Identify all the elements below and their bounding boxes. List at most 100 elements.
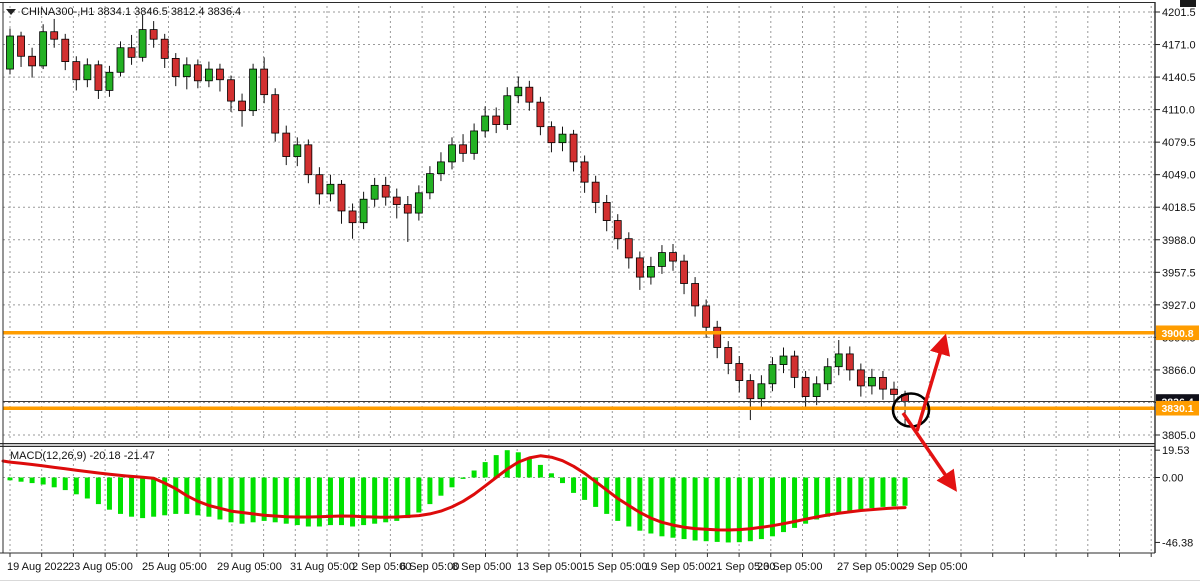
candle-body bbox=[779, 355, 788, 365]
candle-body bbox=[72, 61, 81, 81]
candle-body bbox=[39, 31, 48, 67]
time-tick-label: 23 Sep 05:00 bbox=[757, 561, 822, 573]
macd-histogram-bar bbox=[327, 477, 333, 526]
price-tick-label: 3866.0 bbox=[1162, 365, 1196, 377]
candle-body bbox=[536, 101, 545, 128]
candle-body bbox=[216, 68, 224, 81]
symbol-label: CHINA300-,H1 3834.1 3846.5 3812.4 3836.4 bbox=[6, 6, 241, 18]
candle-body bbox=[691, 283, 699, 307]
macd-histogram-bar bbox=[449, 477, 455, 488]
price-tick-label: 3805.0 bbox=[1162, 430, 1196, 442]
macd-histogram-bar bbox=[405, 477, 411, 519]
candle-body bbox=[481, 115, 490, 132]
price-tick-label: 4049.0 bbox=[1162, 170, 1196, 182]
candle-body bbox=[503, 95, 512, 125]
symbol-dropdown-icon[interactable] bbox=[6, 9, 16, 15]
bearish-arrow[interactable] bbox=[901, 412, 957, 492]
candle-body bbox=[448, 144, 456, 163]
candle-body bbox=[50, 31, 59, 40]
macd-histogram-bar bbox=[526, 457, 532, 478]
candle-body bbox=[713, 326, 722, 348]
candle-body bbox=[414, 192, 423, 214]
candle-body bbox=[138, 29, 147, 58]
macd-histogram-bar bbox=[162, 477, 168, 516]
time-tick-label: 29 Sep 05:00 bbox=[902, 561, 967, 573]
candle-body bbox=[602, 202, 611, 221]
candle-body bbox=[83, 64, 92, 81]
candle-body bbox=[591, 181, 600, 203]
candle-body bbox=[514, 86, 523, 97]
price-tick-label: 4110.0 bbox=[1162, 105, 1195, 117]
candle-body bbox=[547, 126, 556, 144]
candle-body bbox=[6, 35, 14, 70]
macd-histogram-bar bbox=[261, 477, 267, 521]
candle-body bbox=[856, 369, 865, 387]
macd-histogram-bar bbox=[681, 477, 687, 540]
candle-body bbox=[271, 94, 280, 134]
candle-body bbox=[193, 64, 202, 82]
candle-body bbox=[337, 183, 346, 212]
candle-body bbox=[492, 115, 501, 125]
candle-body bbox=[868, 376, 876, 387]
macd-histogram-bar bbox=[438, 477, 444, 496]
bullish-arrow[interactable] bbox=[915, 333, 951, 432]
candle-body bbox=[370, 184, 379, 200]
macd-tick-label: 0.00 bbox=[1162, 473, 1183, 485]
macd-histogram-bar bbox=[294, 477, 300, 526]
macd-histogram-bar bbox=[416, 477, 422, 513]
macd-histogram-bar bbox=[7, 477, 13, 481]
macd-histogram-bar bbox=[781, 477, 786, 533]
macd-histogram-bar bbox=[836, 477, 842, 514]
candle-body bbox=[569, 133, 578, 163]
macd-histogram-bar bbox=[582, 477, 588, 500]
candle-body bbox=[890, 388, 898, 395]
candle-body bbox=[359, 198, 368, 224]
macd-histogram-bar bbox=[482, 462, 488, 478]
macd-histogram-bar bbox=[372, 477, 378, 524]
candle-body bbox=[823, 366, 832, 385]
candle-body bbox=[381, 184, 390, 198]
macd-histogram-bar bbox=[869, 477, 875, 509]
macd-histogram-bar bbox=[593, 477, 599, 507]
candle-body bbox=[116, 47, 125, 73]
candle-body bbox=[227, 79, 235, 102]
candle-body bbox=[669, 252, 677, 262]
macd-histogram-bar bbox=[283, 477, 289, 524]
macd-histogram-bar bbox=[239, 477, 245, 524]
time-tick-label: 29 Aug 05:00 bbox=[217, 561, 282, 573]
macd-histogram-bar bbox=[626, 477, 632, 527]
macd-histogram-bar bbox=[902, 477, 908, 506]
candle-body bbox=[28, 55, 37, 67]
macd-histogram-bar bbox=[84, 477, 90, 499]
macd-histogram-bar bbox=[471, 470, 477, 478]
time-tick-label: 15 Sep 05:00 bbox=[582, 561, 647, 573]
candle-body bbox=[680, 260, 688, 284]
candle-body bbox=[879, 376, 887, 390]
macd-layer bbox=[1, 450, 908, 543]
macd-histogram-bar bbox=[460, 477, 466, 479]
candle-body bbox=[204, 68, 213, 82]
candle-body bbox=[470, 130, 479, 154]
macd-histogram-bar bbox=[758, 477, 764, 540]
macd-histogram-bar bbox=[493, 455, 499, 478]
macd-histogram-bar bbox=[537, 464, 543, 478]
macd-histogram-bar bbox=[118, 477, 123, 514]
macd-histogram-bar bbox=[106, 477, 112, 510]
macd-histogram-bar bbox=[272, 477, 278, 523]
macd-histogram-bar bbox=[659, 477, 665, 537]
candle-body bbox=[17, 35, 25, 57]
macd-histogram-bar bbox=[847, 477, 853, 512]
macd-histogram-bar bbox=[339, 477, 344, 526]
macd-histogram-bar bbox=[151, 477, 157, 517]
candle-body bbox=[459, 144, 467, 154]
time-tick-label: 2 Sep 05:00 bbox=[352, 561, 411, 573]
macd-histogram-bar bbox=[814, 477, 820, 520]
macd-histogram-bar bbox=[736, 477, 742, 543]
macd-histogram-bar bbox=[73, 477, 79, 495]
candle-body bbox=[171, 58, 180, 77]
candle-body bbox=[658, 252, 666, 267]
macd-histogram-bar bbox=[195, 477, 201, 516]
candle-body bbox=[425, 173, 434, 194]
